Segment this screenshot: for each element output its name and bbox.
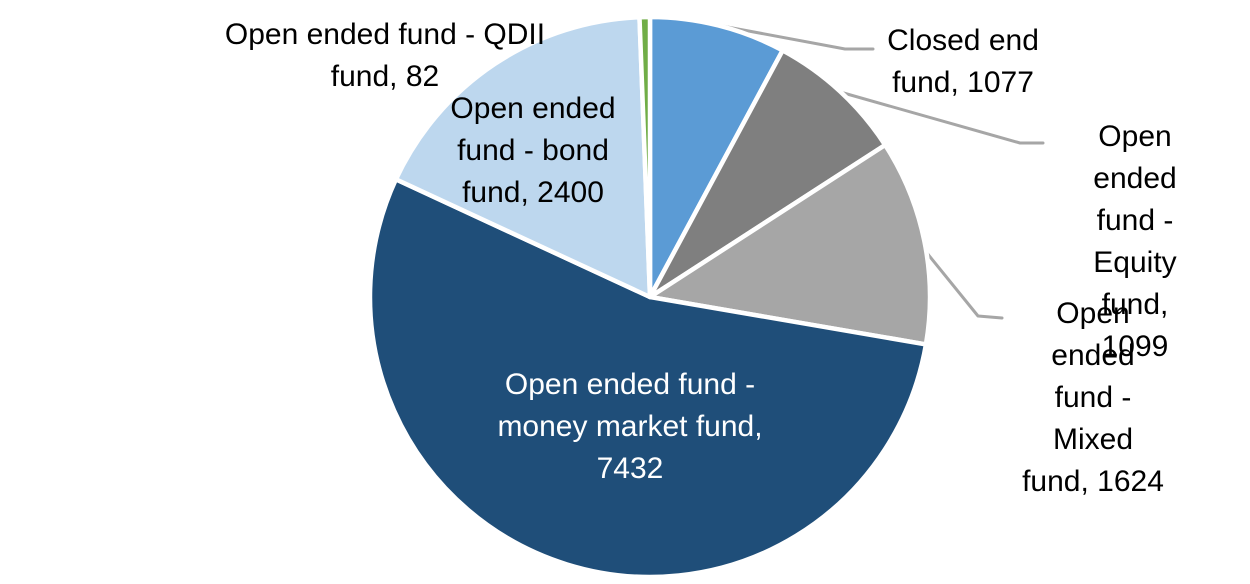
pie-slice-5-open-ended-fund-qdii-fund bbox=[637, 14, 653, 300]
data-label-mixed-fund: Open ended fund - Mixed fund, 1624 bbox=[1022, 297, 1164, 498]
pie-slice-1-open-ended-fund-equity-fund bbox=[647, 48, 888, 300]
leader-line-equity-fund bbox=[831, 88, 1045, 145]
data-label-equity-fund: Open ended fund - Equity fund, 1099 bbox=[1093, 120, 1177, 363]
pie-slice-4-open-ended-fund-bond-fund bbox=[393, 14, 653, 300]
leader-line-closed-end-fund bbox=[709, 22, 875, 51]
leader-line-mixed-fund bbox=[916, 240, 1004, 320]
leader-lines bbox=[709, 22, 1045, 320]
data-label-qdii-fund: Open ended fund - QDII fund, 82 bbox=[224, 18, 546, 93]
data-label-money-market-fund: Open ended fund - money market fund, 743… bbox=[497, 368, 763, 485]
data-label-closed-end-fund: Closed end fund, 1077 bbox=[887, 24, 1039, 99]
pie-slice-3-open-ended-fund-money-market-fund bbox=[367, 177, 929, 580]
pie-slice-0-closed-end-fund bbox=[647, 14, 785, 300]
data-label-bond-fund: Open ended fund - bond fund, 2400 bbox=[450, 92, 616, 209]
pie-slices bbox=[367, 14, 933, 580]
pie-slice-2-open-ended-fund-mixed-fund bbox=[647, 142, 933, 347]
